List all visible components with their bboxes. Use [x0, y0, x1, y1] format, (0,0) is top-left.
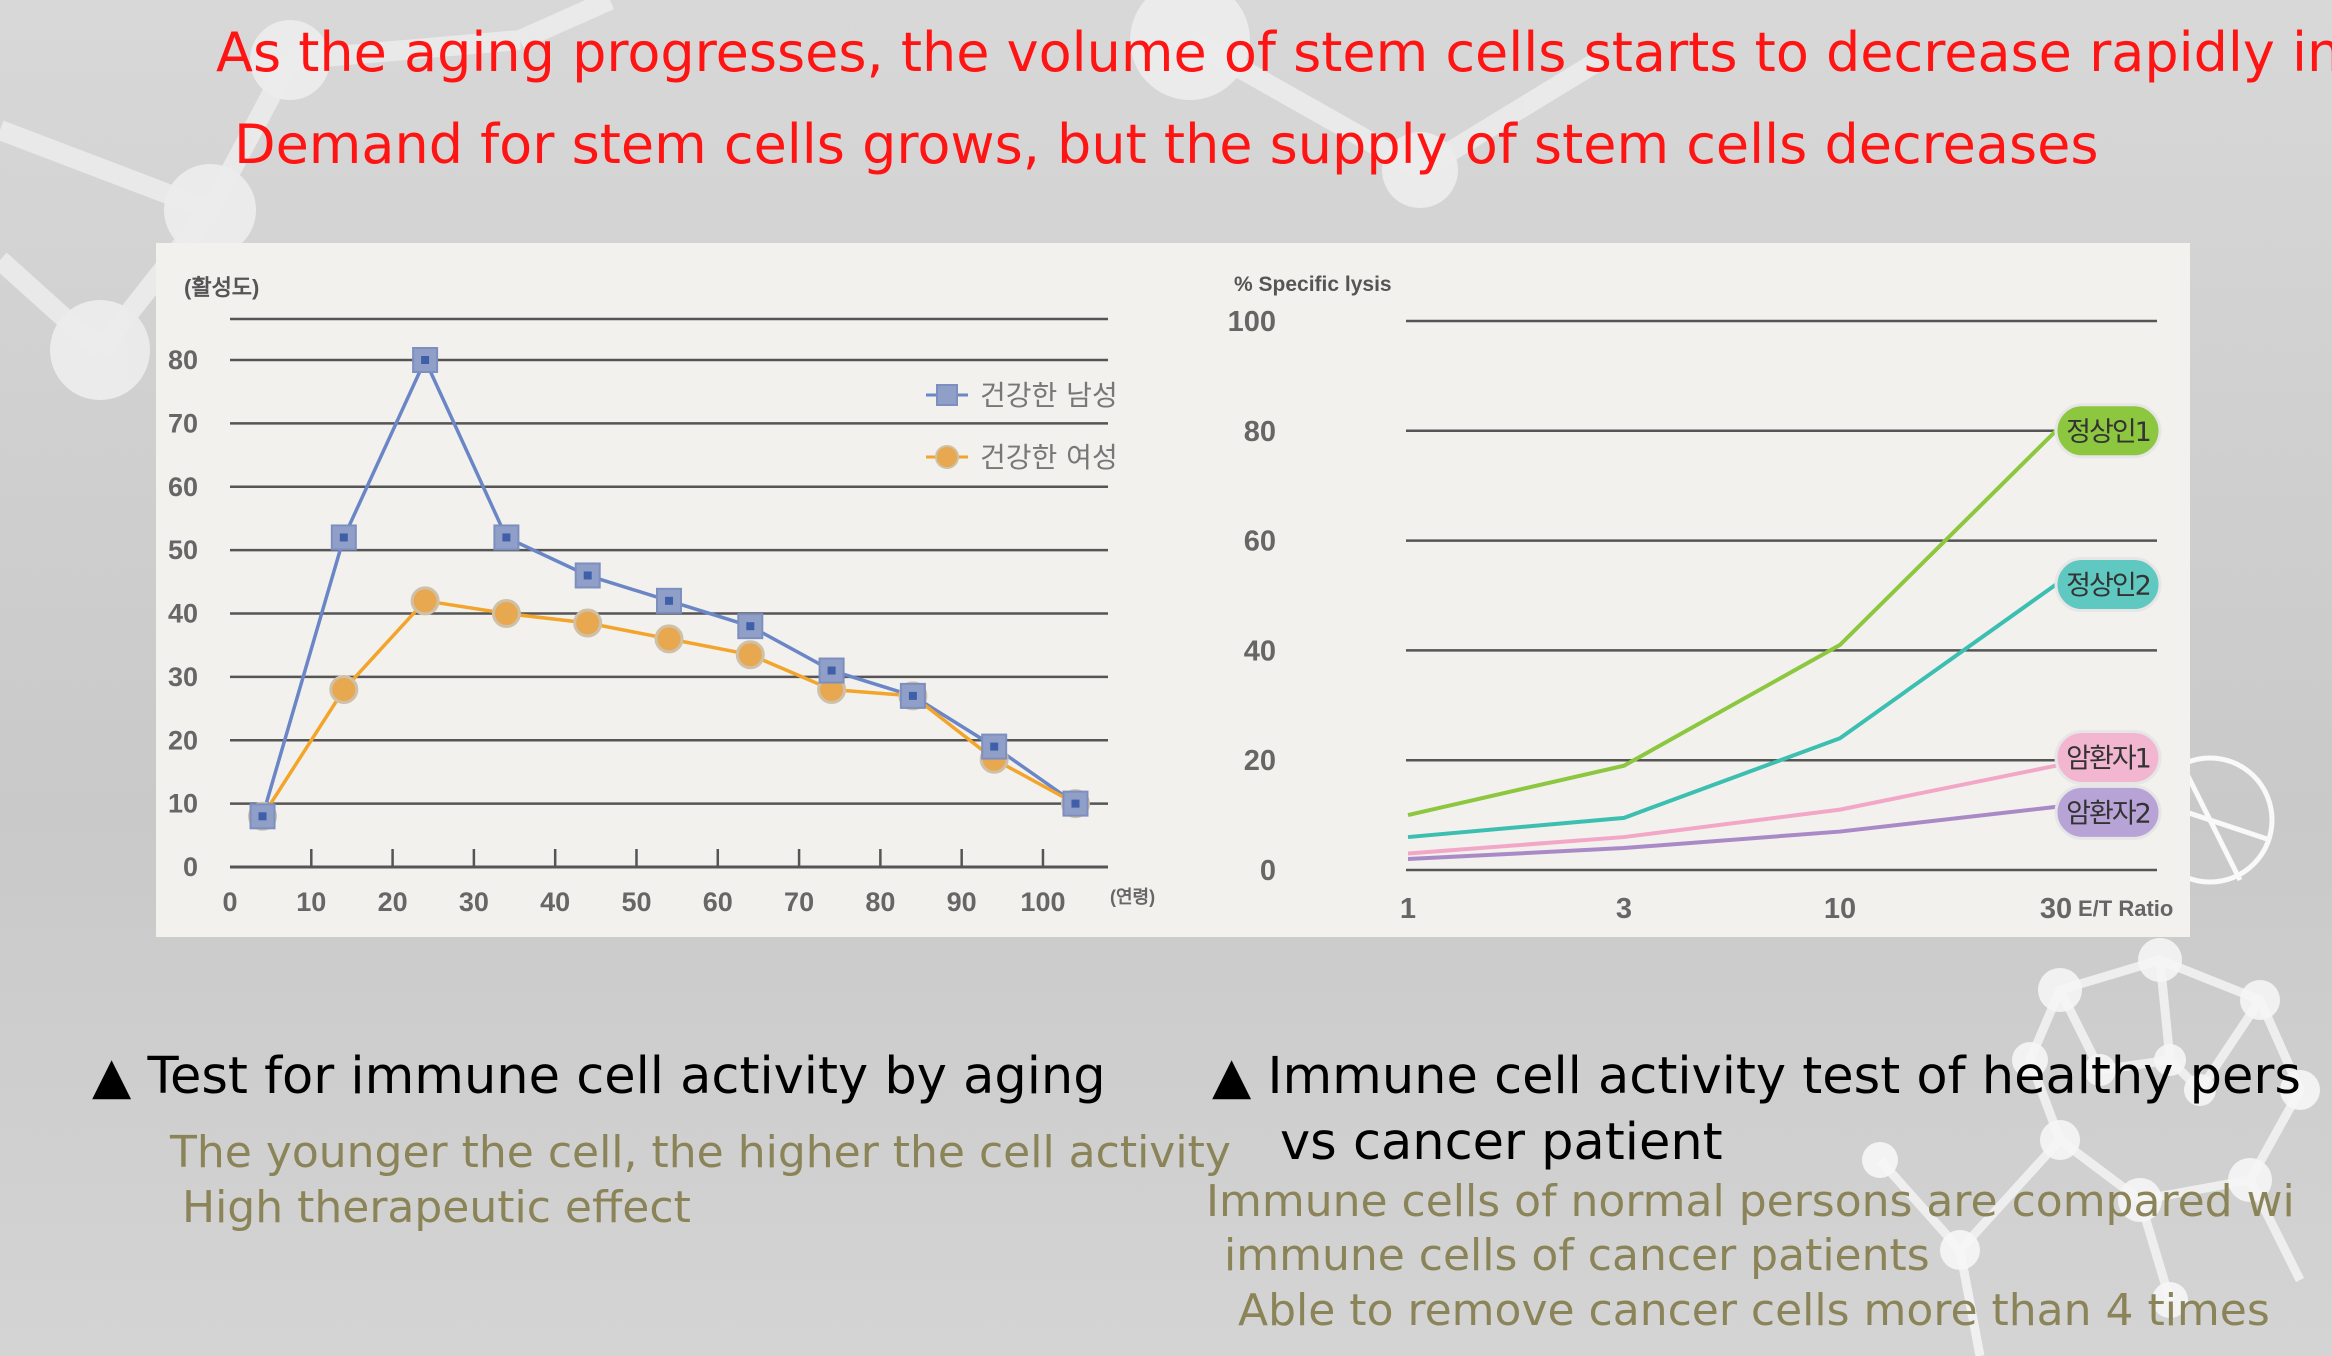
triangle-bullet-icon: ▲ [1212, 1047, 1252, 1106]
male-data-point-core [258, 812, 267, 821]
legend-label-female: 건강한 여성 [980, 441, 1118, 474]
caption-left: ▲ Test for immune cell activity by aging [92, 1044, 1106, 1110]
series-end-badge [2054, 403, 2162, 459]
chart-panel: (활성도) 0 10 20 30 40 50 60 70 80 0 10 20 30 40 50 60 70 80 9… [156, 243, 2190, 937]
male-data-point-core [746, 622, 755, 631]
x-tick-label: 20 [378, 887, 408, 917]
series-end-label: 정상인1 [2066, 417, 2150, 448]
female-data-point [654, 624, 684, 654]
x-tick-label: 80 [865, 887, 895, 917]
y-tick-label: 60 [1244, 526, 1276, 558]
x-tick-label: 0 [222, 887, 237, 917]
y-tick-label: 40 [168, 599, 198, 629]
note-right-2: immune cells of cancer patients [1224, 1230, 1930, 1281]
triangle-bullet-icon: ▲ [92, 1047, 132, 1106]
y-axis-label: % Specific lysis [1234, 273, 1392, 296]
x-tick-label: 1 [1400, 893, 1416, 925]
immune-activity-by-age-chart: (활성도) 0 10 20 30 40 50 60 70 80 0 10 20 30 40 50 60 70 80 9… [168, 275, 1155, 917]
y-tick-label: 60 [168, 472, 198, 502]
female-data-point [491, 599, 521, 628]
female-data-point [329, 675, 359, 705]
y-tick-label: 50 [168, 535, 198, 565]
male-data-point-core [908, 691, 917, 700]
female-data-point [410, 586, 440, 616]
series-end-label: 암환자2 [2066, 798, 2150, 829]
x-tick-label: 30 [2040, 893, 2072, 925]
caption-left-title: Test for immune cell activity by aging [147, 1047, 1106, 1106]
male-data-point-core [990, 742, 999, 751]
x-tick-label: 40 [540, 887, 570, 917]
x-tick-label: 100 [1020, 887, 1065, 917]
series-line-1 [1407, 429, 2058, 818]
male-data-point-core [339, 533, 348, 542]
x-tick-label: 50 [621, 887, 651, 917]
male-data-point-core [665, 596, 673, 605]
caption-right: ▲ Immune cell activity test of healthy p… [1212, 1044, 2301, 1110]
male-data-point [574, 562, 601, 589]
male-data-point [249, 803, 276, 830]
note-left-1: The younger the cell, the higher the cel… [170, 1127, 1231, 1178]
y-tick-label: 10 [168, 789, 198, 819]
male-data-point [899, 682, 926, 709]
y-axis-label: (활성도) [184, 275, 259, 300]
y-tick-label: 70 [168, 408, 198, 438]
y-tick-label: 0 [183, 852, 198, 882]
headline-demand: Demand for stem cells grows, but the sup… [234, 113, 2099, 176]
y-tick-label: 40 [1244, 635, 1276, 667]
y-tick-label: 100 [1228, 306, 1276, 338]
male-data-point-core [583, 571, 592, 580]
series-end-badge [2054, 557, 2162, 613]
male-data-point-core [827, 666, 836, 675]
x-unit-label: (연령) [1110, 887, 1155, 907]
legend-marker-female [935, 445, 959, 469]
y-tick-label: 30 [168, 662, 198, 692]
x-tick-label: 70 [784, 887, 814, 917]
male-data-point [656, 587, 682, 614]
y-tick-label: 20 [168, 725, 198, 755]
y-tick-label: 80 [1244, 416, 1276, 448]
note-right-1: Immune cells of normal persons are compa… [1206, 1176, 2295, 1227]
note-left-2: High therapeutic effect [182, 1182, 691, 1233]
series-line-4 [1407, 804, 2057, 862]
x-tick-label: 10 [296, 887, 326, 917]
male-data-point-core [502, 533, 511, 542]
specific-lysis-chart: % Specific lysis 0 20 40 60 80 100 1 3 10 30 E/T Ra… [1228, 273, 2174, 925]
series-line-3 [1407, 763, 2057, 856]
female-data-point [735, 640, 765, 670]
male-data-point [1062, 790, 1089, 817]
y-tick-label: 0 [1260, 855, 1276, 887]
series-end-badge [2054, 729, 2162, 785]
x-tick-label: 60 [703, 887, 733, 917]
female-data-point [573, 608, 603, 638]
note-right-3: Able to remove cancer cells more than 4 … [1238, 1285, 2270, 1336]
headline-aging: As the aging progresses, the volume of s… [216, 21, 2332, 84]
caption-right-title-1: Immune cell activity test of healthy per… [1267, 1047, 2301, 1106]
legend-label-male: 건강한 남성 [980, 379, 1118, 412]
x-tick-label: 10 [1824, 893, 1856, 925]
x-tick-label: 30 [459, 887, 489, 917]
male-data-point-core [421, 356, 430, 364]
x-tick-label: 90 [947, 887, 977, 917]
series-end-badge [2054, 784, 2162, 840]
series-end-label: 암환자1 [2066, 743, 2150, 774]
y-tick-label: 80 [168, 345, 198, 375]
caption-right-title-2: vs cancer patient [1280, 1113, 1723, 1172]
legend-marker-male [936, 384, 958, 406]
y-tick-label: 20 [1244, 745, 1276, 777]
x-tick-label: 3 [1616, 893, 1632, 925]
male-data-point-core [1071, 799, 1080, 808]
series-end-label: 정상인2 [2066, 571, 2150, 602]
male-data-point [493, 524, 520, 551]
series-line-2 [1407, 582, 2058, 840]
x-axis-label: E/T Ratio [2078, 896, 2173, 921]
